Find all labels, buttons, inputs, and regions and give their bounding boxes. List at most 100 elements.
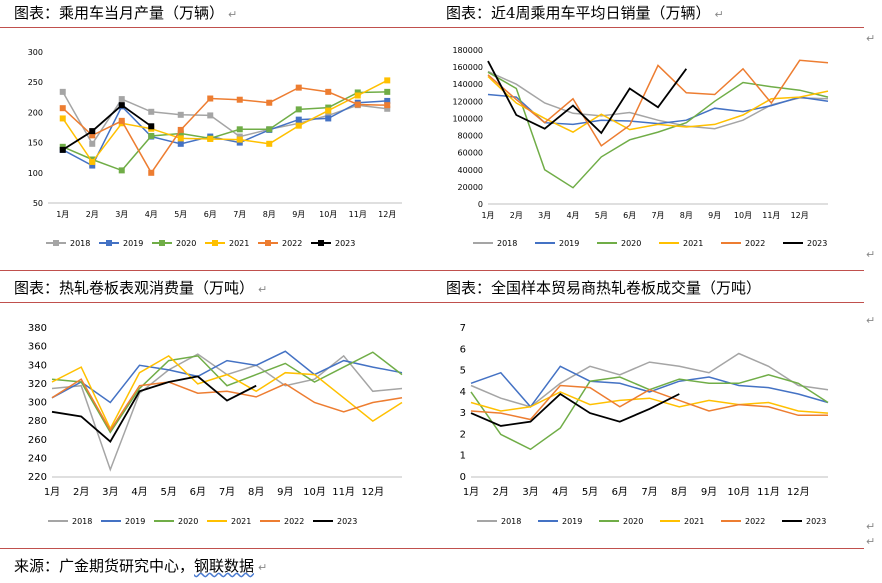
data-point [384,88,391,95]
x-tick-label: 1月 [481,211,494,220]
x-tick-label: 7月 [233,210,246,219]
data-point [295,122,302,129]
x-tick-label: 5月 [582,486,598,498]
x-tick-label: 1月 [463,486,479,498]
x-tick-label: 12月 [787,486,810,498]
legend-label: 2023 [335,239,355,248]
legend-marker [212,240,218,246]
data-point [295,116,302,123]
return-mark: ↵ [714,8,724,21]
data-point [59,146,66,153]
data-point [177,135,184,142]
return-mark: ↵ [866,520,876,533]
data-point [177,140,184,147]
series-line-2018 [62,91,388,146]
y-tick-label: 120000 [452,97,483,106]
series-line-2022 [62,86,388,175]
y-tick-label: 60000 [458,149,483,158]
y-tick-label: 160000 [452,63,483,72]
legend-marker [106,240,112,246]
legend-label: 2021 [683,239,703,248]
series-line-2020 [487,71,829,189]
series-line-2021 [62,79,388,164]
x-tick-label: 6月 [204,210,217,219]
chart-4: 0 1 2 3 4 5 6 7 1月 2月 3月 4月 5月 6月 7月 8月 9月 10月 11月 12月 2018 2… [460,323,829,526]
x-tick-label: 5月 [160,486,176,498]
return-mark: ↵ [866,314,876,327]
y-tick-label: 6 [460,344,466,355]
x-tick-label: 5月 [595,211,608,220]
data-point [384,102,391,109]
x-tick-label: 9月 [277,486,293,498]
x-tick-label: 12月 [361,486,384,498]
data-point [325,112,332,119]
x-tick-label: 10月 [303,486,326,498]
x-tick-label: 8月 [680,211,693,220]
data-point [266,140,273,147]
separator-line [0,548,864,549]
data-point [236,136,243,143]
x-tick-label: 7月 [651,211,664,220]
data-point [148,123,155,130]
y-tick-label: 260 [28,435,47,446]
legend-label: 2023 [807,239,827,248]
series-line-2023 [487,60,688,135]
legend-label: 2022 [745,239,765,248]
source-note: 来源：广金期货研究中心，钢联数据 ↵ [14,555,267,576]
legend-label: 2019 [559,239,579,248]
data-point [354,101,361,108]
series-line-2018 [51,353,403,472]
legend-label: 2021 [229,239,249,248]
legend-label: 2020 [178,517,198,526]
y-tick-label: 40000 [458,166,483,175]
x-tick-label: 2月 [510,211,523,220]
legend-label: 2020 [176,239,196,248]
series-line-2022 [51,378,403,432]
x-tick-label: 7月 [219,486,235,498]
return-mark: ↵ [258,561,268,574]
y-tick-label: 80000 [458,132,483,141]
y-tick-label: 0 [460,472,466,483]
x-tick-label: 6月 [190,486,206,498]
legend-marker [318,240,324,246]
data-point [325,107,332,114]
chart-4-caption: 图表：全国样本贸易商热轧卷板成交量（万吨） [446,279,761,297]
x-tick-label: 6月 [612,486,628,498]
x-tick-label: 11月 [332,486,355,498]
y-tick-label: 250 [28,78,43,87]
y-tick-label: 20000 [458,183,483,192]
data-point [118,96,125,103]
separator-line [0,27,864,28]
data-point [207,95,214,102]
x-tick-label: 7月 [641,486,657,498]
data-point [148,132,155,139]
legend-label: 2022 [745,517,765,526]
legend-marker [265,240,271,246]
data-point [59,105,66,112]
data-point [118,102,125,109]
chart-3-title: 图表：热轧卷板表观消费量（万吨） [14,279,255,297]
return-mark: ↵ [228,8,238,21]
x-tick-label: 4月 [566,211,579,220]
x-tick-label: 8月 [248,486,264,498]
data-point [148,108,155,115]
data-point [177,111,184,118]
y-tick-label: 200 [28,108,43,117]
y-tick-label: 300 [28,48,43,57]
legend-label: 2020 [621,239,641,248]
legend-label: 2018 [72,517,92,526]
data-point [236,139,243,146]
data-point [295,84,302,91]
data-point [89,140,96,147]
series-line-2018 [487,70,829,130]
data-point [384,77,391,84]
y-tick-label: 1 [460,451,466,462]
series-line-2020 [470,374,829,451]
chart-4-title: 图表：全国样本贸易商热轧卷板成交量（万吨） [446,279,762,297]
y-tick-label: 100000 [452,114,483,123]
data-point [177,126,184,133]
x-tick-label: 2月 [493,486,509,498]
series-line-2023 [51,375,257,443]
x-tick-label: 4月 [552,486,568,498]
